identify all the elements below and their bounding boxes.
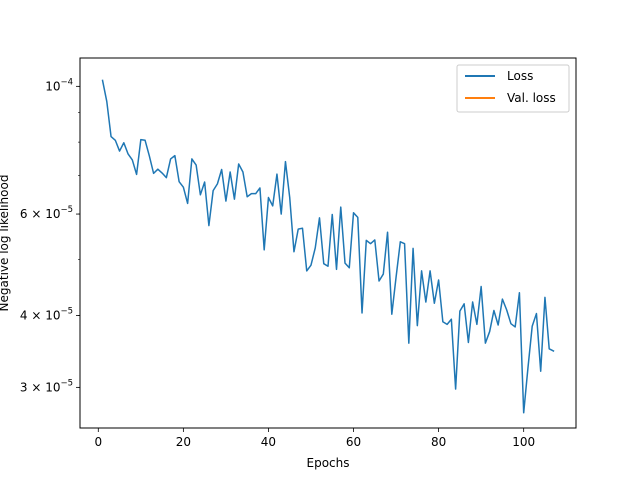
y-tick-label: 6 × 10−5 bbox=[20, 205, 73, 221]
legend-label-val-loss: Val. loss bbox=[507, 91, 556, 105]
x-tick-label: 100 bbox=[512, 435, 535, 449]
y-tick-label: 4 × 10−5 bbox=[20, 306, 73, 322]
y-axis-label: Negative log likelihood bbox=[0, 175, 11, 312]
axes-frame bbox=[79, 57, 577, 429]
x-tick-label: 60 bbox=[346, 435, 361, 449]
x-tick-label: 40 bbox=[261, 435, 276, 449]
x-axis-label: Epochs bbox=[307, 456, 350, 470]
legend: Loss Val. loss bbox=[456, 64, 570, 113]
legend-label-loss: Loss bbox=[507, 69, 533, 83]
plot-area bbox=[101, 79, 555, 414]
x-tick-label: 80 bbox=[431, 435, 446, 449]
x-tick-label: 0 bbox=[94, 435, 102, 449]
y-axis: 3 × 10−5 4 × 10−5 6 × 10−5 10−4 bbox=[20, 77, 80, 394]
x-tick-label: 20 bbox=[176, 435, 191, 449]
series-line-loss bbox=[101, 79, 555, 414]
x-axis: 0 20 40 60 80 100 bbox=[94, 428, 535, 449]
y-tick-label: 3 × 10−5 bbox=[20, 378, 73, 394]
y-tick-label: 10−4 bbox=[45, 77, 73, 93]
